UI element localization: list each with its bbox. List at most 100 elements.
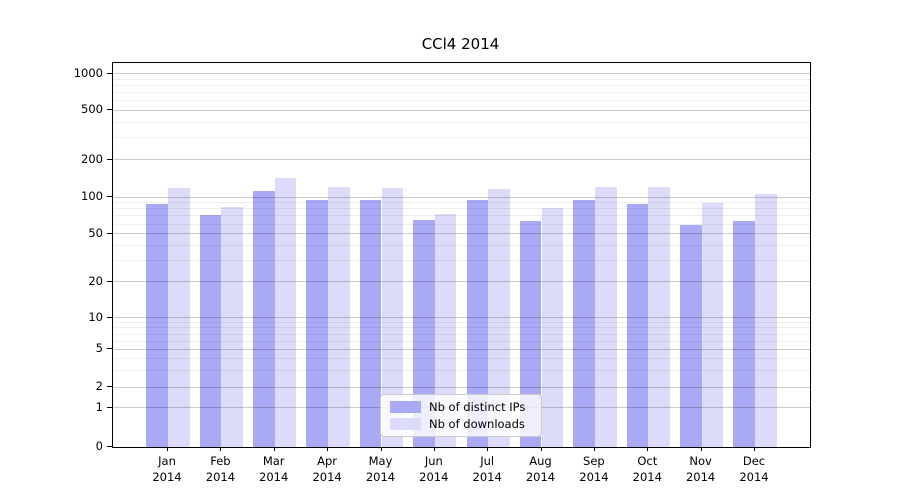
y-tick-label: 10 <box>88 309 103 324</box>
y-tick-label: 1000 <box>73 65 103 80</box>
y-tick-label: 200 <box>81 151 103 166</box>
bar-downloads-jun <box>434 214 457 447</box>
gridline-minor <box>113 100 810 102</box>
gridline-major <box>113 73 810 75</box>
bar-distinct-ips-mar <box>253 190 275 447</box>
x-tick-label: Jan 2014 <box>152 454 182 484</box>
x-tick-label: Sep 2014 <box>579 454 609 484</box>
y-tick-mark <box>107 109 112 111</box>
x-tick-label: Mar 2014 <box>259 454 289 484</box>
gridline-minor <box>113 85 810 86</box>
bar-downloads-feb <box>221 206 244 447</box>
bar-distinct-ips-aug <box>519 220 542 447</box>
x-tick-mark <box>700 447 702 451</box>
bar-downloads-jan <box>168 187 190 447</box>
gridline-minor <box>113 260 810 261</box>
x-tick-label: Jul 2014 <box>472 454 502 484</box>
bar-distinct-ips-jul <box>466 199 489 447</box>
bar-distinct-ips-feb <box>199 215 222 447</box>
bar-distinct-ips-apr <box>306 200 329 447</box>
y-tick-mark <box>107 386 112 387</box>
legend-swatch-distinct-ips <box>390 401 421 413</box>
x-tick-mark <box>593 447 595 451</box>
x-tick-label: Nov 2014 <box>685 454 716 484</box>
y-tick-label: 50 <box>88 225 103 240</box>
x-tick-label: Dec 2014 <box>739 454 769 484</box>
legend-label: Nb of downloads <box>429 417 525 431</box>
x-tick-label: Aug 2014 <box>525 454 556 484</box>
gridline-minor <box>113 121 810 123</box>
gridline-major <box>113 196 810 198</box>
y-tick-label: 5 <box>95 341 103 356</box>
gridline-major <box>113 281 810 283</box>
gridline-minor <box>113 340 810 342</box>
bar-downloads-apr <box>328 187 350 447</box>
x-tick-label: Feb 2014 <box>205 454 236 484</box>
y-tick-mark <box>107 348 112 350</box>
y-tick-label: 1 <box>95 399 103 414</box>
x-tick-mark <box>380 447 382 451</box>
gridline-minor <box>113 92 810 93</box>
x-tick-label: Oct 2014 <box>632 454 662 484</box>
legend-label: Nb of distinct IPs <box>429 400 526 414</box>
y-tick-label: 20 <box>88 273 103 288</box>
gridline-major <box>113 233 810 235</box>
x-tick-mark <box>273 447 275 451</box>
gridline-minor <box>113 223 810 225</box>
bar-downloads-jul <box>488 188 510 447</box>
chart-title: CCl4 2014 <box>421 35 500 53</box>
y-tick-label: 2 <box>95 379 103 393</box>
x-tick-mark <box>540 447 542 451</box>
x-tick-label: Apr 2014 <box>312 454 342 484</box>
y-tick-mark <box>107 280 112 282</box>
legend-swatch-downloads <box>390 418 421 430</box>
gridline-minor <box>113 358 810 359</box>
gridline-major <box>113 348 810 350</box>
gridline-major <box>113 159 810 161</box>
legend-row: Nb of distinct IPs <box>390 400 532 414</box>
x-tick-mark <box>433 447 435 451</box>
gridline-minor <box>113 333 810 335</box>
y-tick-label: 0 <box>95 439 103 453</box>
y-tick-label: 100 <box>81 189 103 203</box>
gridline-minor <box>113 208 810 210</box>
y-tick-mark <box>107 72 112 74</box>
x-tick-label: Jun 2014 <box>419 454 449 484</box>
bars-layer <box>113 63 810 447</box>
y-tick-mark <box>107 406 112 408</box>
gridline-minor <box>113 327 810 329</box>
bar-distinct-ips-jan <box>146 203 168 447</box>
grid-layer <box>113 63 810 447</box>
gridline-minor <box>113 78 810 80</box>
gridline-minor <box>113 369 810 371</box>
x-tick-mark <box>487 447 489 451</box>
gridline-minor <box>113 322 810 323</box>
bar-distinct-ips-oct <box>626 204 649 447</box>
bar-distinct-ips-dec <box>733 220 755 447</box>
bar-downloads-nov <box>701 202 724 447</box>
x-tick-mark <box>327 447 329 451</box>
y-tick-mark <box>107 446 112 447</box>
gridline-major <box>113 386 810 388</box>
bar-downloads-sep <box>594 187 617 447</box>
y-tick-mark <box>107 196 112 197</box>
legend-row: Nb of downloads <box>390 417 532 431</box>
legend: Nb of distinct IPs Nb of downloads <box>380 394 542 437</box>
y-tick-mark <box>107 232 112 234</box>
y-tick-mark <box>107 316 112 318</box>
x-tick-mark <box>647 447 649 451</box>
bar-distinct-ips-sep <box>573 200 595 447</box>
gridline-minor <box>113 244 810 246</box>
x-tick-label: May 2014 <box>365 454 396 484</box>
bar-downloads-mar <box>274 177 297 447</box>
bar-downloads-aug <box>541 208 564 447</box>
x-tick-mark <box>220 447 222 451</box>
y-tick-label: 500 <box>81 102 103 117</box>
bar-downloads-oct <box>648 187 670 447</box>
gridline-minor <box>113 215 810 217</box>
gridline-major <box>113 109 810 111</box>
gridline-minor <box>113 202 810 204</box>
plot-area: Nb of distinct IPs Nb of downloads <box>112 62 811 448</box>
bar-downloads-may <box>381 187 404 447</box>
